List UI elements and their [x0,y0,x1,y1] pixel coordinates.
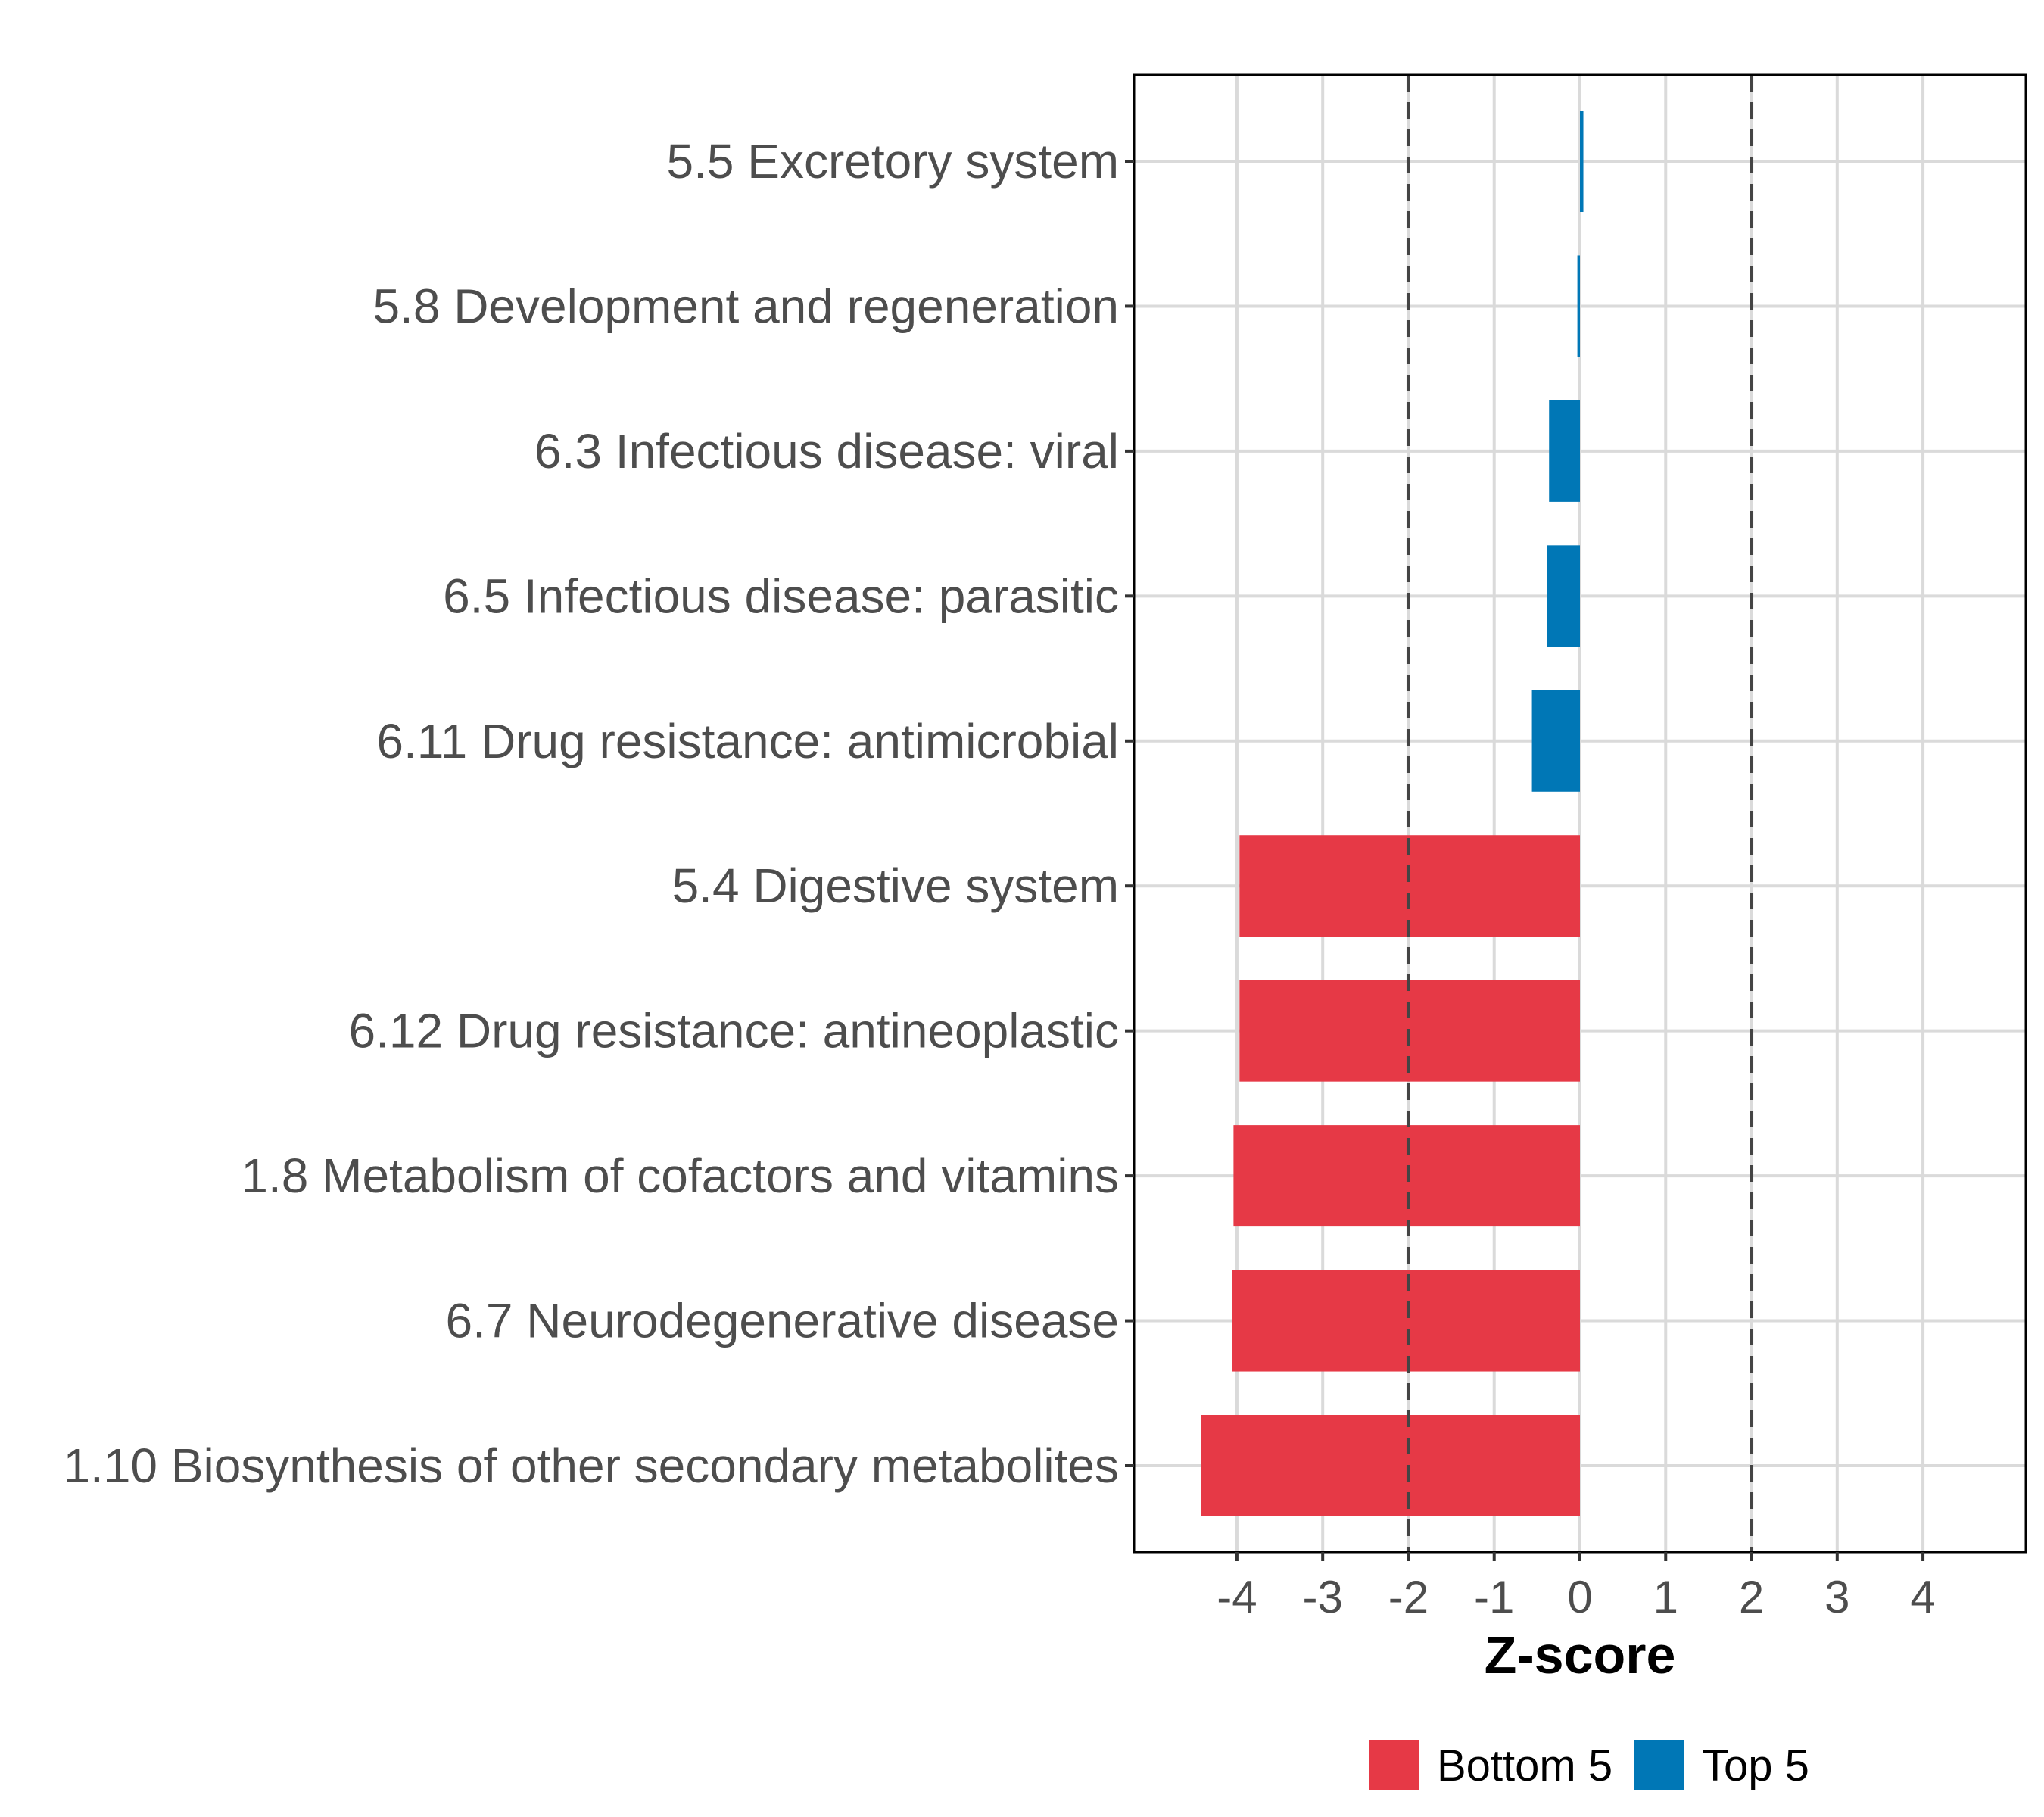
x-tick-label: -3 [1303,1572,1343,1622]
x-tick-label: -4 [1217,1572,1257,1622]
y-tick-label: 5.4 Digestive system [672,859,1119,913]
legend: Bottom 5 Top 5 [1369,1740,1809,1791]
bar-bottom5 [1201,1415,1580,1516]
y-tick-label: 6.11 Drug resistance: antimicrobial [376,714,1119,768]
y-tick-label: 6.7 Neurodegenerative disease [446,1294,1120,1348]
y-tick-label: 5.8 Development and regeneration [372,279,1119,333]
bar-top5 [1547,545,1580,647]
x-tick-label: 1 [1653,1572,1678,1622]
x-tick-label: 2 [1739,1572,1764,1622]
x-tick-label: -1 [1474,1572,1514,1622]
reference-lines [1406,75,1754,1552]
x-tick-label: 4 [1910,1572,1935,1622]
legend-label: Top 5 [1702,1741,1809,1791]
y-tick-label: 5.5 Excretory system [667,134,1120,189]
x-tick-label: 3 [1824,1572,1849,1622]
x-tick-label: -2 [1388,1572,1429,1622]
x-axis-label: Z-score [1485,1625,1676,1685]
y-tick-label: 1.10 Biosynthesis of other secondary met… [63,1438,1119,1493]
bar-bottom5 [1232,1270,1580,1372]
y-axis-ticks: 5.5 Excretory system 5.8 Development and … [63,134,1134,1493]
legend-label: Bottom 5 [1437,1741,1612,1791]
y-tick-label: 6.3 Infectious disease: viral [534,424,1119,478]
x-axis-ticks: -4 -3 -2 -1 0 1 2 3 4 [1217,1552,1936,1622]
bar-top5 [1580,111,1584,212]
legend-key-bottom5 [1369,1740,1419,1790]
y-tick-label: 6.12 Drug resistance: antineoplastic [349,1004,1119,1058]
y-tick-label: 6.5 Infectious disease: parasitic [443,569,1119,623]
bars [1201,111,1584,1516]
bar-top5 [1531,690,1580,792]
x-tick-label: 0 [1567,1572,1592,1622]
bar-top5 [1549,400,1580,502]
legend-key-top5 [1634,1740,1684,1790]
bar-top5 [1577,255,1580,357]
y-tick-label: 1.8 Metabolism of cofactors and vitamins [241,1148,1119,1203]
